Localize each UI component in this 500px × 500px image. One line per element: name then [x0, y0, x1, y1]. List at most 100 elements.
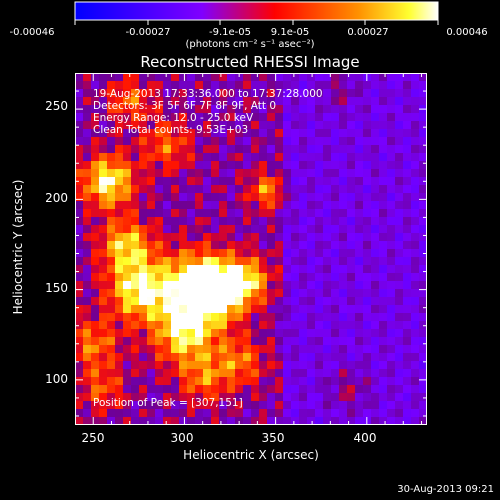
heatmap-cell: [139, 73, 148, 82]
heatmap-cell: [163, 241, 172, 250]
heatmap-cell: [403, 329, 412, 338]
heatmap-cell: [379, 297, 388, 306]
heatmap-cell: [411, 97, 420, 106]
heatmap-cell: [107, 393, 116, 402]
heatmap-cell: [179, 393, 188, 402]
heatmap-cell: [275, 345, 284, 354]
heatmap-cell: [139, 241, 148, 250]
heatmap-cell: [115, 217, 124, 226]
heatmap-cell: [163, 401, 172, 410]
heatmap-cell: [75, 169, 84, 178]
heatmap-cell: [259, 217, 268, 226]
heatmap-cell: [107, 337, 116, 346]
heatmap-cell: [283, 401, 292, 410]
colorbar-tick-label: 0.00046: [446, 27, 488, 38]
heatmap-cell: [347, 289, 356, 298]
heatmap-cell: [195, 369, 204, 378]
heatmap-cell: [219, 265, 228, 274]
heatmap-cell: [147, 121, 156, 130]
heatmap-cell: [235, 145, 244, 154]
heatmap-cell: [419, 113, 427, 122]
heatmap-cell: [203, 137, 212, 146]
heatmap-cell: [291, 305, 300, 314]
heatmap-cell: [259, 193, 268, 202]
heatmap-cell: [363, 89, 372, 98]
heatmap-cell: [331, 313, 340, 322]
heatmap-cell: [163, 409, 172, 418]
heatmap-cell: [251, 97, 260, 106]
heatmap-cell: [251, 169, 260, 178]
heatmap-cell: [179, 417, 188, 425]
heatmap-cell: [363, 321, 372, 330]
heatmap-cell: [379, 201, 388, 210]
heatmap-cell: [411, 377, 420, 386]
heatmap-cell: [347, 145, 356, 154]
heatmap-cell: [275, 377, 284, 386]
heatmap-cell: [259, 409, 268, 418]
heatmap-cell: [267, 81, 276, 90]
heatmap-cell: [315, 313, 324, 322]
heatmap-cell: [195, 121, 204, 130]
y-tick-label: 250: [45, 99, 68, 113]
heatmap-cell: [299, 161, 308, 170]
heatmap-cell: [219, 329, 228, 338]
heatmap-cell: [363, 305, 372, 314]
heatmap-cell: [267, 409, 276, 418]
heatmap-cell: [123, 281, 132, 290]
heatmap-cell: [331, 329, 340, 338]
heatmap-cell: [307, 385, 316, 394]
heatmap-cell: [251, 361, 260, 370]
heatmap-cell: [395, 153, 404, 162]
heatmap-cell: [347, 89, 356, 98]
heatmap-cell: [235, 297, 244, 306]
heatmap-cell: [315, 361, 324, 370]
heatmap-cell: [251, 281, 260, 290]
heatmap-cell: [307, 233, 316, 242]
heatmap-cell: [379, 289, 388, 298]
heatmap-cell: [379, 361, 388, 370]
heatmap-cell: [403, 337, 412, 346]
heatmap-cell: [315, 329, 324, 338]
heatmap-cell: [403, 185, 412, 194]
heatmap-cell: [219, 121, 228, 130]
heatmap-cell: [203, 385, 212, 394]
heatmap-cell: [339, 233, 348, 242]
heatmap-cell: [187, 225, 196, 234]
heatmap-cell: [339, 297, 348, 306]
heatmap-cell: [307, 265, 316, 274]
heatmap-cell: [171, 177, 180, 186]
heatmap-cell: [371, 137, 380, 146]
heatmap-cell: [91, 377, 100, 386]
heatmap-cell: [403, 305, 412, 314]
heatmap-cell: [419, 97, 427, 106]
heatmap-cell: [99, 257, 108, 266]
heatmap-cell: [315, 209, 324, 218]
heatmap-cell: [339, 385, 348, 394]
heatmap-cell: [123, 257, 132, 266]
heatmap-cell: [371, 401, 380, 410]
heatmap-cell: [115, 145, 124, 154]
heatmap-cell: [291, 273, 300, 282]
heatmap-cell: [123, 113, 132, 122]
heatmap-cell: [315, 169, 324, 178]
heatmap-cell: [131, 89, 140, 98]
heatmap-cell: [371, 377, 380, 386]
heatmap-cell: [163, 97, 172, 106]
heatmap-cell: [307, 193, 316, 202]
heatmap-cell: [115, 361, 124, 370]
heatmap-cell: [355, 249, 364, 258]
heatmap-cell: [267, 233, 276, 242]
heatmap-cell: [163, 177, 172, 186]
heatmap-cell: [251, 193, 260, 202]
heatmap-cell: [291, 185, 300, 194]
heatmap-cell: [211, 409, 220, 418]
heatmap-cell: [419, 201, 427, 210]
heatmap-cell: [227, 297, 236, 306]
heatmap-cell: [315, 89, 324, 98]
heatmap-cell: [171, 345, 180, 354]
heatmap-cell: [171, 337, 180, 346]
heatmap-cell: [307, 169, 316, 178]
heatmap-cell: [331, 353, 340, 362]
heatmap-cell: [251, 113, 260, 122]
heatmap-cell: [347, 193, 356, 202]
